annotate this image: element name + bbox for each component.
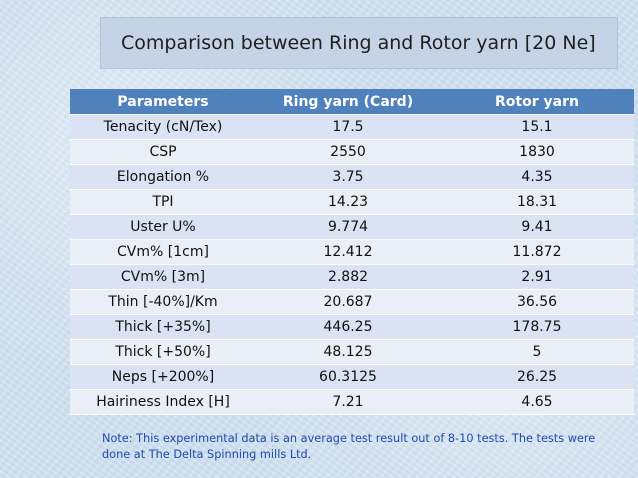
table-row: Elongation % 3.75 4.35	[70, 164, 634, 190]
ring-value-cell: 2.882	[256, 264, 440, 290]
rotor-value-cell: 9.41	[440, 214, 634, 240]
parameter-cell: Uster U%	[70, 214, 256, 240]
footnote: Note: This experimental data is an avera…	[102, 432, 596, 461]
table-row: CSP 2550 1830	[70, 139, 634, 165]
ring-value-cell: 7.21	[256, 389, 440, 415]
header-rotor-yarn: Rotor yarn	[440, 89, 634, 115]
rotor-value-cell: 4.35	[440, 164, 634, 190]
rotor-value-cell: 15.1	[440, 114, 634, 140]
rotor-value-cell: 11.872	[440, 239, 634, 265]
rotor-value-cell: 178.75	[440, 314, 634, 340]
rotor-value-cell: 5	[440, 339, 634, 365]
table-row: Thick [+35%] 446.25 178.75	[70, 314, 634, 340]
rotor-value-cell: 18.31	[440, 189, 634, 215]
ring-value-cell: 60.3125	[256, 364, 440, 390]
table-row: CVm% [1cm] 12.412 11.872	[70, 239, 634, 265]
slide-title: Comparison between Ring and Rotor yarn […	[121, 32, 596, 54]
table-row: Tenacity (cN/Tex) 17.5 15.1	[70, 114, 634, 140]
ring-value-cell: 14.23	[256, 189, 440, 215]
parameter-cell: Tenacity (cN/Tex)	[70, 114, 256, 140]
table-row: Neps [+200%] 60.3125 26.25	[70, 364, 634, 390]
ring-value-cell: 3.75	[256, 164, 440, 190]
ring-value-cell: 48.125	[256, 339, 440, 365]
parameter-cell: CVm% [1cm]	[70, 239, 256, 265]
ring-value-cell: 12.412	[256, 239, 440, 265]
parameter-cell: CVm% [3m]	[70, 264, 256, 290]
ring-value-cell: 20.687	[256, 289, 440, 315]
rotor-value-cell: 2.91	[440, 264, 634, 290]
ring-value-cell: 9.774	[256, 214, 440, 240]
table-header-row: Parameters Ring yarn (Card) Rotor yarn	[70, 89, 634, 115]
parameter-cell: CSP	[70, 139, 256, 165]
ring-value-cell: 446.25	[256, 314, 440, 340]
parameter-cell: Thick [+35%]	[70, 314, 256, 340]
parameter-cell: Thin [-40%]/Km	[70, 289, 256, 315]
comparison-table: Parameters Ring yarn (Card) Rotor yarn T…	[70, 89, 634, 415]
parameter-cell: Hairiness Index [H]	[70, 389, 256, 415]
rotor-value-cell: 26.25	[440, 364, 634, 390]
rotor-value-cell: 1830	[440, 139, 634, 165]
table-row: Thick [+50%] 48.125 5	[70, 339, 634, 365]
rotor-value-cell: 4.65	[440, 389, 634, 415]
slide-title-box: Comparison between Ring and Rotor yarn […	[100, 17, 618, 69]
table-row: TPI 14.23 18.31	[70, 189, 634, 215]
table-row: Hairiness Index [H] 7.21 4.65	[70, 389, 634, 415]
ring-value-cell: 2550	[256, 139, 440, 165]
table-row: Thin [-40%]/Km 20.687 36.56	[70, 289, 634, 315]
ring-value-cell: 17.5	[256, 114, 440, 140]
table-row: CVm% [3m] 2.882 2.91	[70, 264, 634, 290]
table-row: Uster U% 9.774 9.41	[70, 214, 634, 240]
rotor-value-cell: 36.56	[440, 289, 634, 315]
parameter-cell: Thick [+50%]	[70, 339, 256, 365]
header-parameters: Parameters	[70, 89, 256, 115]
parameter-cell: Elongation %	[70, 164, 256, 190]
parameter-cell: TPI	[70, 189, 256, 215]
header-ring-yarn: Ring yarn (Card)	[256, 89, 440, 115]
parameter-cell: Neps [+200%]	[70, 364, 256, 390]
